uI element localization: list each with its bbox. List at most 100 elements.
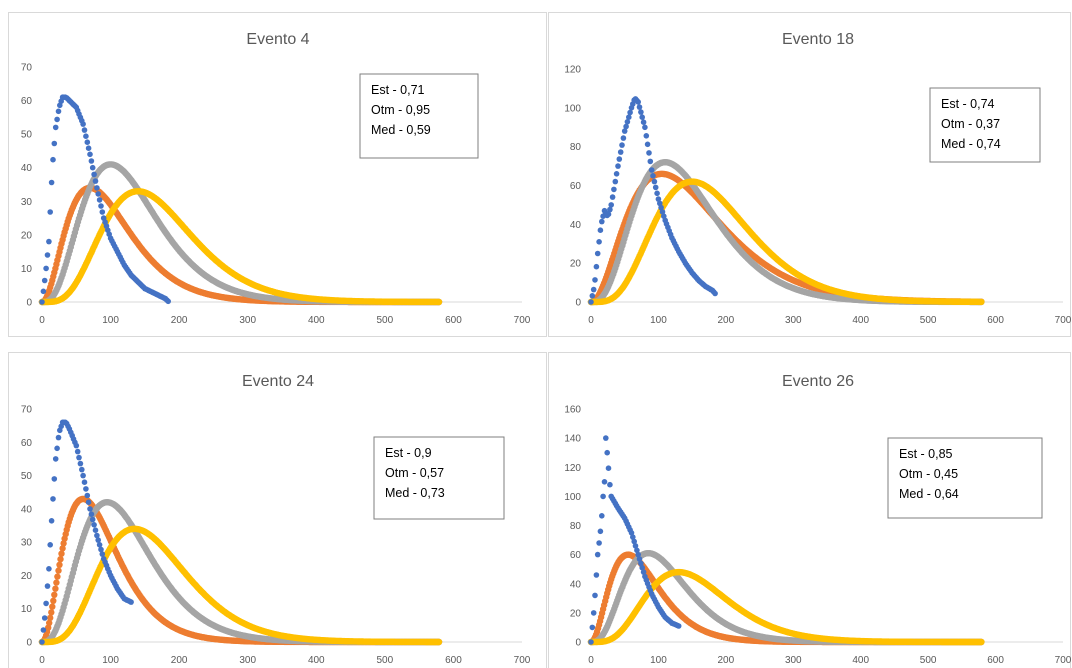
observed-point (81, 479, 88, 486)
x-tick-label: 200 (718, 655, 735, 666)
observed-point (85, 499, 92, 506)
observed-point (644, 141, 651, 148)
y-tick-label: 10 (21, 264, 33, 275)
observed-point (590, 286, 597, 293)
observed-point (47, 209, 53, 215)
observed-point (43, 265, 49, 272)
x-tick-label: 200 (171, 315, 188, 326)
series-med (587, 178, 985, 306)
x-tick-label: 700 (514, 315, 531, 326)
x-tick-label: 700 (1055, 655, 1072, 666)
x-tick-label: 600 (445, 315, 462, 326)
x-tick-label: 0 (39, 655, 45, 666)
y-tick-label: 40 (21, 504, 33, 515)
observed-point (84, 492, 91, 499)
y-tick-label: 0 (26, 638, 32, 649)
x-tick-label: 100 (650, 315, 667, 326)
annotation-frame (359, 73, 479, 159)
y-tick-label: 60 (21, 438, 33, 449)
observed-point (99, 209, 106, 215)
observed-point (624, 119, 631, 125)
observed-point (83, 486, 89, 492)
chart-title: Evento 26 (782, 373, 854, 390)
observed-point (652, 184, 659, 191)
x-tick-label: 600 (987, 655, 1004, 666)
observed-point (638, 109, 644, 115)
observed-point (52, 456, 59, 462)
observed-point (40, 627, 47, 633)
observed-point (597, 227, 604, 233)
observed-point (89, 516, 96, 523)
observed-point (79, 466, 85, 473)
observed-point (623, 123, 629, 130)
y-tick-label: 100 (564, 492, 581, 503)
observed-point (96, 542, 103, 548)
annotation-line: Otm - 0,95 (371, 103, 430, 117)
observed-point (98, 546, 104, 553)
x-tick-label: 500 (920, 655, 937, 666)
observed-point (617, 149, 624, 155)
observed-point (50, 496, 56, 502)
observed-point (54, 445, 60, 452)
observed-point (50, 156, 56, 163)
y-tick-label: 50 (21, 130, 33, 141)
observed-point (659, 209, 666, 215)
observed-point (74, 448, 81, 455)
observed-point (640, 119, 647, 125)
series-observed (39, 94, 171, 305)
observed-point (648, 167, 655, 173)
observed-point (592, 277, 598, 283)
observed-point (41, 615, 48, 621)
observed-point (76, 454, 82, 461)
y-tick-label: 10 (21, 604, 33, 615)
observed-point (646, 150, 652, 156)
observed-point (608, 202, 614, 208)
annotation-line: Otm - 0,57 (385, 466, 444, 480)
series-point (56, 561, 63, 568)
y-tick-label: 160 (564, 405, 581, 416)
series-point (47, 614, 54, 622)
y-tick-label: 0 (26, 298, 32, 309)
y-tick-label: 0 (575, 638, 581, 649)
observed-point (609, 194, 616, 200)
y-tick-label: 20 (570, 608, 582, 619)
observed-point (87, 151, 93, 158)
x-tick-label: 600 (987, 315, 1004, 326)
observed-point (52, 124, 59, 131)
x-tick-label: 500 (377, 315, 394, 326)
observed-point (81, 127, 88, 133)
observed-point (620, 135, 627, 141)
x-tick-label: 500 (920, 315, 937, 326)
observed-point (89, 164, 96, 171)
y-tick-label: 20 (21, 571, 33, 582)
observed-point (165, 298, 171, 305)
series-observed (39, 419, 134, 645)
series-point (58, 550, 65, 557)
observed-point (654, 190, 660, 197)
observed-point (92, 527, 99, 533)
observed-point (46, 566, 52, 572)
observed-point (642, 124, 648, 131)
x-tick-label: 0 (588, 655, 594, 666)
observed-point (650, 173, 656, 179)
x-tick-label: 400 (852, 315, 869, 326)
x-tick-label: 400 (308, 655, 325, 666)
observed-point (639, 114, 645, 120)
series-point (60, 540, 67, 547)
series-point (435, 638, 443, 646)
y-tick-label: 70 (21, 63, 33, 74)
y-tick-label: 30 (21, 197, 33, 208)
observed-point (85, 145, 92, 151)
series-est (38, 184, 443, 306)
annotation-line: Med - 0,59 (371, 123, 431, 137)
annotation-line: Est - 0,9 (385, 446, 432, 460)
observed-point (94, 532, 100, 539)
observed-point (621, 128, 628, 134)
series-med (38, 188, 443, 306)
series-point (51, 591, 58, 598)
x-tick-label: 300 (239, 655, 256, 666)
